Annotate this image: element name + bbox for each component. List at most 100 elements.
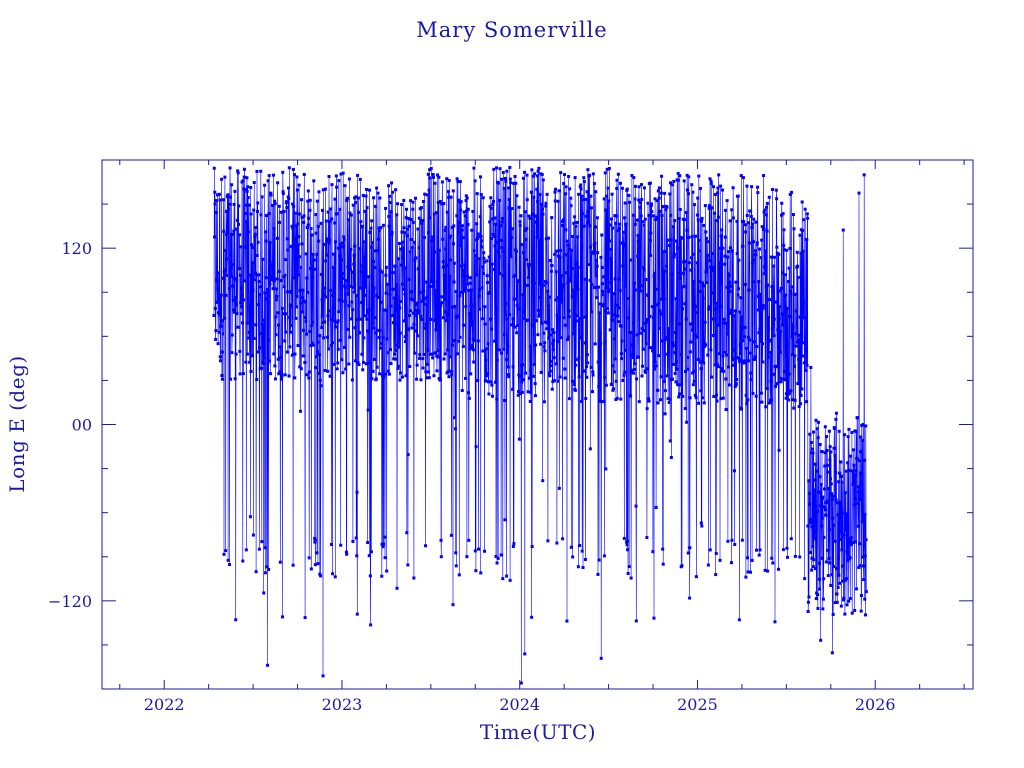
data-point (656, 217, 660, 221)
data-point (335, 185, 339, 189)
data-point (219, 324, 223, 328)
data-point (815, 427, 819, 431)
data-point (744, 230, 748, 234)
data-point (228, 195, 232, 199)
data-point (811, 565, 815, 569)
data-point (313, 538, 317, 542)
data-point (713, 363, 717, 367)
data-point (359, 220, 363, 224)
data-point (272, 352, 276, 356)
data-point (591, 373, 595, 377)
data-point (316, 340, 320, 344)
data-point (447, 195, 451, 199)
data-point (526, 390, 530, 394)
data-point (286, 248, 290, 252)
data-point (728, 280, 732, 284)
data-point (251, 353, 255, 357)
data-point (397, 340, 401, 344)
data-point (402, 319, 406, 323)
data-point (268, 282, 272, 286)
data-point (360, 352, 364, 356)
data-point (503, 518, 507, 522)
data-point (743, 283, 747, 287)
data-point (717, 323, 721, 327)
data-point (357, 210, 361, 214)
data-point (506, 344, 510, 348)
data-point (596, 251, 600, 255)
data-point (544, 204, 548, 208)
data-point (233, 377, 237, 381)
data-point (240, 312, 244, 316)
data-point (577, 375, 581, 379)
data-point (462, 236, 466, 240)
data-point (837, 480, 841, 484)
data-point (654, 364, 658, 368)
data-point (239, 245, 243, 249)
data-point (509, 255, 513, 259)
data-point (370, 377, 374, 381)
data-point (421, 357, 425, 361)
data-point (413, 329, 417, 333)
data-point (540, 207, 544, 211)
data-point (419, 206, 423, 210)
data-point (511, 545, 515, 549)
data-point (818, 475, 822, 479)
data-point (417, 246, 421, 250)
data-point (675, 239, 679, 243)
data-point (678, 392, 682, 396)
data-point (434, 289, 438, 293)
data-point (683, 407, 687, 411)
data-point (605, 194, 609, 198)
data-point (393, 357, 397, 361)
data-point (576, 565, 580, 569)
data-point (707, 206, 711, 210)
data-point (226, 231, 230, 235)
data-point (800, 387, 804, 391)
data-point (589, 206, 593, 210)
data-point (641, 347, 645, 351)
data-point (695, 311, 699, 315)
data-point (666, 352, 670, 356)
data-point (817, 587, 821, 591)
data-point (627, 297, 631, 301)
data-point (724, 321, 728, 325)
data-point (510, 323, 514, 327)
data-point (856, 485, 860, 489)
data-point (529, 190, 533, 194)
data-point (546, 236, 550, 240)
data-point (639, 183, 643, 187)
data-point (752, 217, 756, 221)
data-point (464, 194, 468, 198)
data-point (698, 186, 702, 190)
data-point (602, 275, 606, 279)
data-point (535, 187, 539, 191)
data-point (300, 215, 304, 219)
data-point (640, 374, 644, 378)
data-point (275, 277, 279, 281)
data-point (399, 300, 403, 304)
data-point (542, 400, 546, 404)
data-point (386, 351, 390, 355)
data-point (449, 258, 453, 262)
data-point (275, 287, 279, 291)
data-point (660, 213, 664, 217)
data-point (568, 277, 572, 281)
data-point (380, 574, 384, 578)
data-point (467, 396, 471, 400)
data-point (654, 506, 658, 510)
data-point (489, 237, 493, 241)
data-point (567, 309, 571, 313)
data-point (534, 220, 538, 224)
data-point (683, 302, 687, 306)
data-point (477, 257, 481, 261)
data-point (802, 218, 806, 222)
data-point (829, 450, 833, 454)
data-point (482, 251, 486, 255)
data-point (568, 247, 572, 251)
data-point (789, 537, 793, 541)
data-point (706, 563, 710, 567)
data-point (547, 371, 551, 375)
data-point (282, 285, 286, 289)
data-point (215, 278, 219, 282)
data-point (786, 280, 790, 284)
